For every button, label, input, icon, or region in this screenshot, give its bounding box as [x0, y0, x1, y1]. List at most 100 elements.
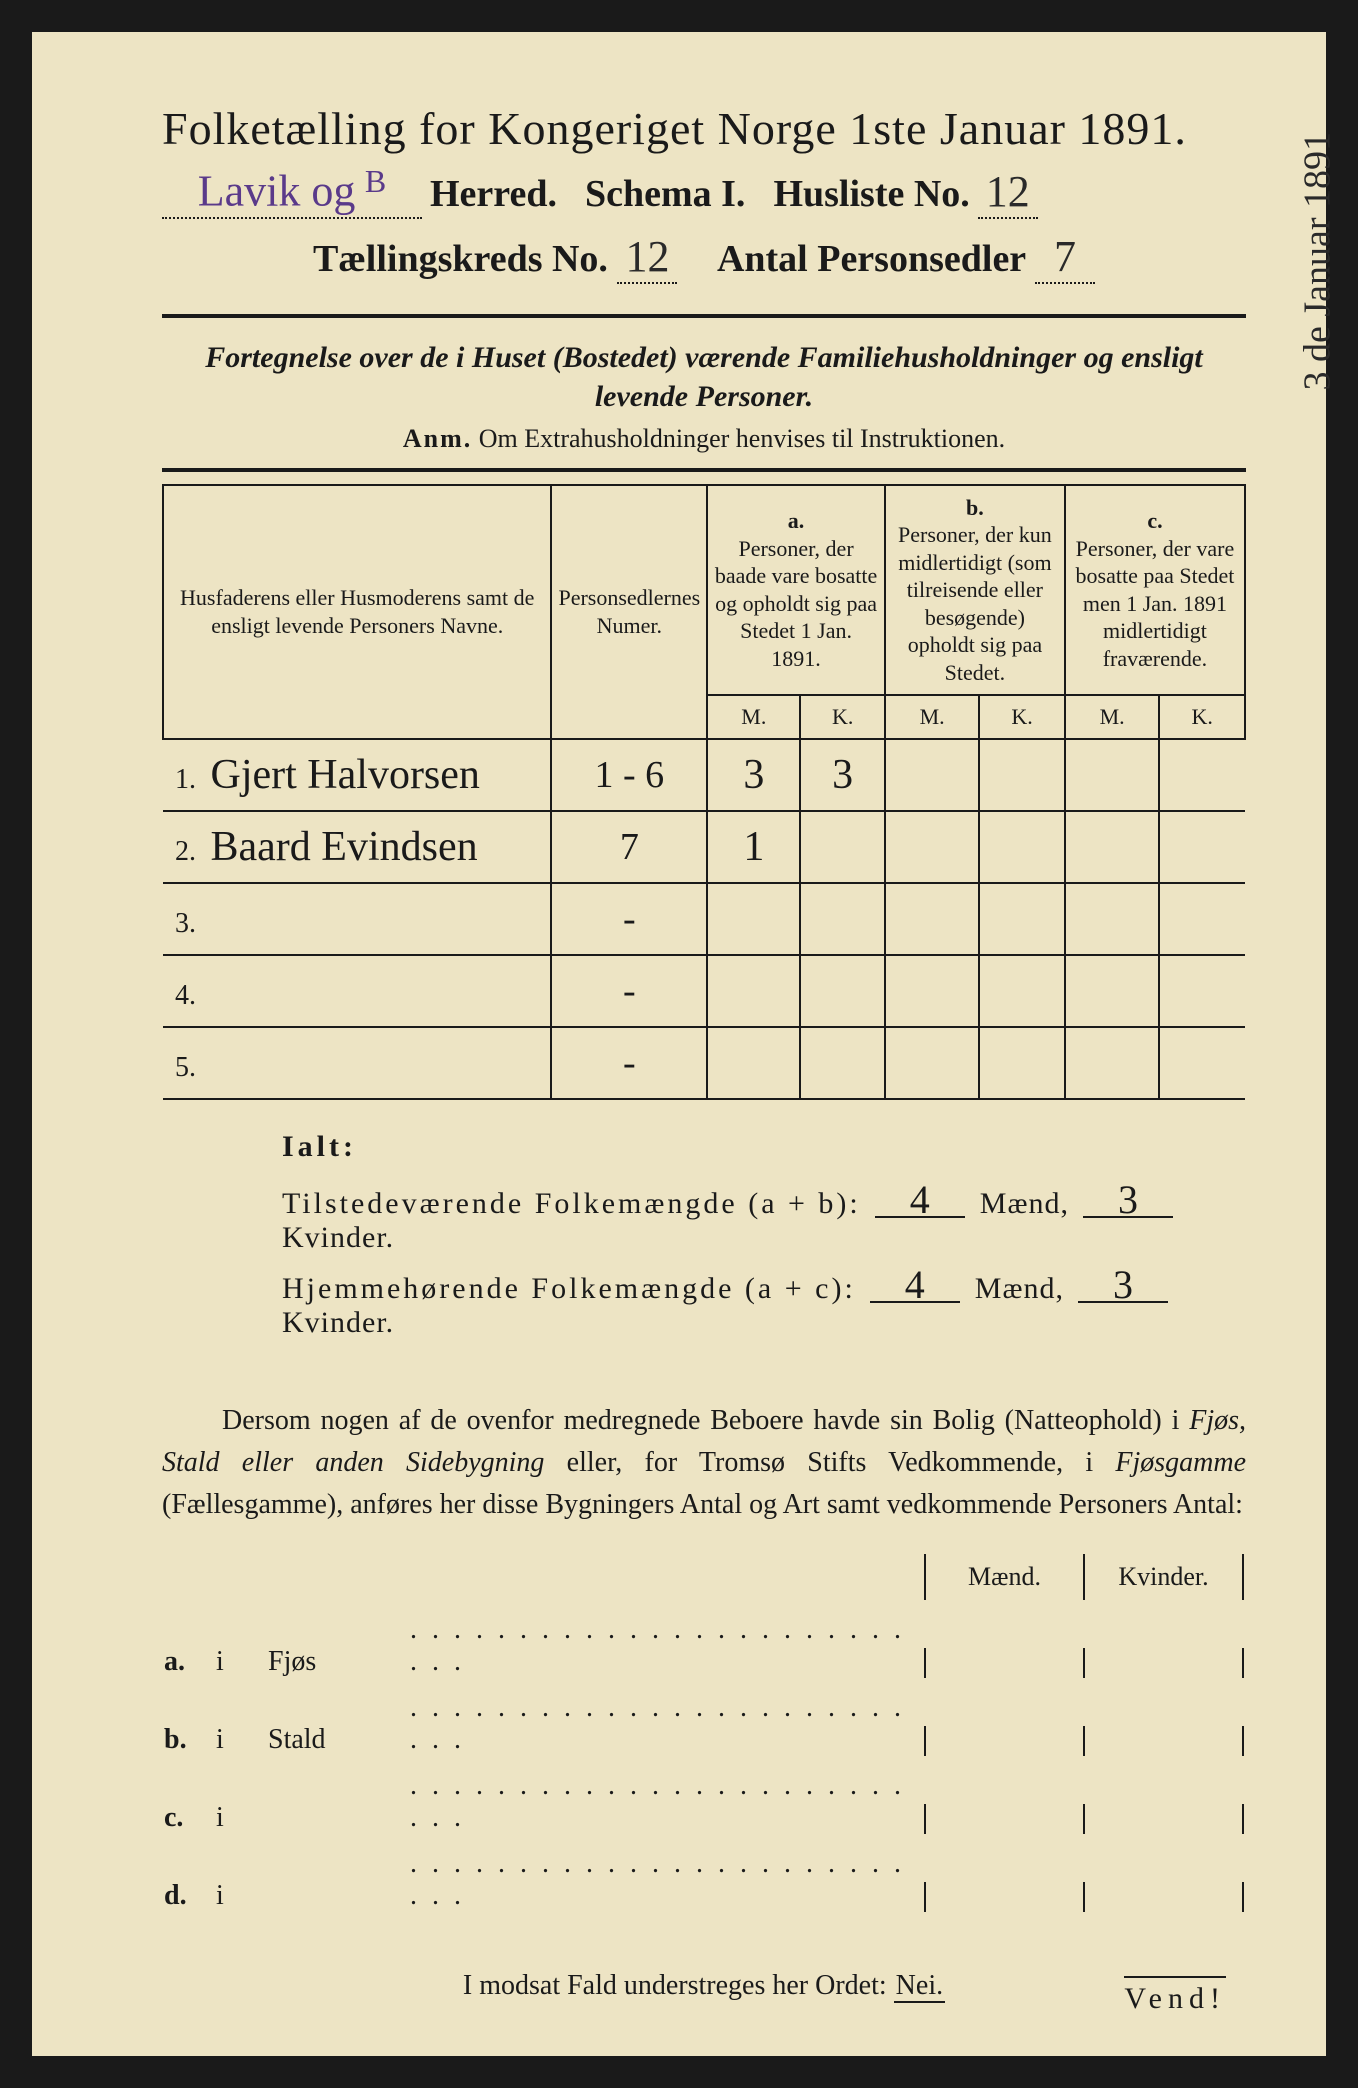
b-k-cell: [979, 1027, 1065, 1099]
col-header-a: a. Personer, der baade vare bosatte og o…: [707, 485, 885, 696]
form-title: Folketælling for Kongeriget Norge 1ste J…: [162, 102, 1246, 155]
b-m-cell: [885, 1027, 979, 1099]
fortegnelse-heading: Fortegnelse over de i Huset (Bostedet) v…: [162, 338, 1246, 416]
table-row: 3. -: [163, 883, 1245, 955]
c-m-cell: [1065, 1027, 1159, 1099]
sedler-cell: 1 - 6: [551, 739, 707, 811]
header-line-2: Lavik og B Herred. Schema I. Husliste No…: [162, 163, 1246, 219]
mk-header: M.: [707, 695, 800, 739]
building-label: c.: [164, 1764, 214, 1840]
a-m-cell: 3: [707, 739, 800, 811]
anm-note: Anm. Om Extrahusholdninger henvises til …: [162, 424, 1246, 454]
ialt-1-k: 3: [1083, 1184, 1173, 1218]
a-m-cell: [707, 955, 800, 1027]
building-maend-header: Mænd.: [926, 1554, 1085, 1600]
building-i: i: [216, 1686, 266, 1762]
kreds-label: Tællingskreds No.: [313, 238, 608, 280]
building-m-cell: [926, 1882, 1085, 1912]
c-m-cell: [1065, 811, 1159, 883]
c-k-cell: [1159, 811, 1245, 883]
ialt-line-1: Tilstedeværende Folkemængde (a + b): 4 M…: [282, 1184, 1246, 1255]
a-k-cell: [800, 955, 884, 1027]
antal-label: Antal Personsedler: [717, 238, 1026, 280]
mk-header: K.: [979, 695, 1065, 739]
margin-date-note: 3 de Januar 1891: [1296, 132, 1340, 391]
dots-leader: . . . . . . . . . . . . . . . . . . . . …: [410, 1608, 922, 1684]
c-m-cell: [1065, 883, 1159, 955]
building-name: [268, 1842, 408, 1918]
c-k-cell: [1159, 739, 1245, 811]
building-i: i: [216, 1608, 266, 1684]
building-row: d. i . . . . . . . . . . . . . . . . . .…: [164, 1842, 1244, 1918]
herred-suffix: B: [365, 163, 386, 199]
mk-header: M.: [1065, 695, 1159, 739]
sedler-cell: -: [551, 1027, 707, 1099]
divider: [162, 314, 1246, 318]
husliste-label: Husliste No.: [773, 172, 969, 216]
nei-word: Nei.: [894, 1970, 945, 2003]
building-m-cell: [926, 1648, 1085, 1678]
dots-leader: . . . . . . . . . . . . . . . . . . . . …: [410, 1764, 922, 1840]
ialt-1-m: 4: [875, 1184, 965, 1218]
sedler-cell: -: [551, 955, 707, 1027]
building-k-cell: [1085, 1804, 1244, 1834]
c-k-cell: [1159, 883, 1245, 955]
a-m-cell: 1: [707, 811, 800, 883]
mk-header: K.: [800, 695, 884, 739]
nei-line: I modsat Fald understreges her Ordet: Ne…: [162, 1970, 1246, 2002]
building-label: b.: [164, 1686, 214, 1762]
b-k-cell: [979, 883, 1065, 955]
building-i: i: [216, 1764, 266, 1840]
table-row: 2. Baard Evindsen 7 1: [163, 811, 1245, 883]
building-k-cell: [1085, 1726, 1244, 1756]
col-header-name: Husfaderens eller Husmoderens samt de en…: [163, 485, 551, 740]
kreds-no: 12: [625, 232, 669, 281]
table-row: 1. Gjert Halvorsen 1 - 6 3 3: [163, 739, 1245, 811]
building-name: [268, 1764, 408, 1840]
building-row: b. i Stald . . . . . . . . . . . . . . .…: [164, 1686, 1244, 1762]
building-kvinder-header: Kvinder.: [1085, 1554, 1244, 1600]
building-m-cell: [926, 1726, 1085, 1756]
ialt-title: Ialt:: [282, 1130, 1246, 1164]
person-name: Baard Evindsen: [211, 824, 478, 870]
herred-name: Lavik og: [198, 167, 356, 216]
b-m-cell: [885, 955, 979, 1027]
col-header-c: c. Personer, der vare bosatte paa Stedet…: [1065, 485, 1245, 696]
building-m-cell: [926, 1804, 1085, 1834]
vend-label: Vend!: [1124, 1976, 1226, 2016]
husliste-no: 12: [986, 167, 1030, 216]
col-header-b: b. Personer, der kun midlertidigt (som t…: [885, 485, 1065, 696]
ialt-2-k: 3: [1078, 1269, 1168, 1303]
ialt-2-m: 4: [870, 1269, 960, 1303]
col-header-numer: Personsedlernes Numer.: [551, 485, 707, 740]
dots-leader: . . . . . . . . . . . . . . . . . . . . …: [410, 1686, 922, 1762]
mk-header: M.: [885, 695, 979, 739]
a-k-cell: [800, 883, 884, 955]
schema-label: Schema I.: [585, 172, 745, 216]
mk-header: K.: [1159, 695, 1245, 739]
a-k-cell: 3: [800, 739, 884, 811]
building-table: Mænd. Kvinder. a. i Fjøs . . . . . . . .…: [162, 1546, 1246, 1920]
a-k-cell: [800, 1027, 884, 1099]
a-m-cell: [707, 1027, 800, 1099]
b-m-cell: [885, 739, 979, 811]
header-line-3: Tællingskreds No. 12 Antal Personsedler …: [162, 231, 1246, 284]
building-name: Fjøs: [268, 1608, 408, 1684]
b-m-cell: [885, 811, 979, 883]
table-row: 5. -: [163, 1027, 1245, 1099]
building-name: Stald: [268, 1686, 408, 1762]
c-m-cell: [1065, 739, 1159, 811]
antal-personsedler: 7: [1054, 232, 1076, 281]
b-k-cell: [979, 811, 1065, 883]
herred-label: Herred.: [430, 172, 557, 216]
sedler-cell: -: [551, 883, 707, 955]
totals-block: Ialt: Tilstedeværende Folkemængde (a + b…: [162, 1130, 1246, 1340]
sedler-cell: 7: [551, 811, 707, 883]
building-row: a. i Fjøs . . . . . . . . . . . . . . . …: [164, 1608, 1244, 1684]
table-row: 4. -: [163, 955, 1245, 1027]
census-form-page: 3 de Januar 1891 Folketælling for Konger…: [20, 20, 1338, 2068]
ialt-line-2: Hjemmehørende Folkemængde (a + c): 4 Mæn…: [282, 1269, 1246, 1340]
building-i: i: [216, 1842, 266, 1918]
b-k-cell: [979, 739, 1065, 811]
a-k-cell: [800, 811, 884, 883]
